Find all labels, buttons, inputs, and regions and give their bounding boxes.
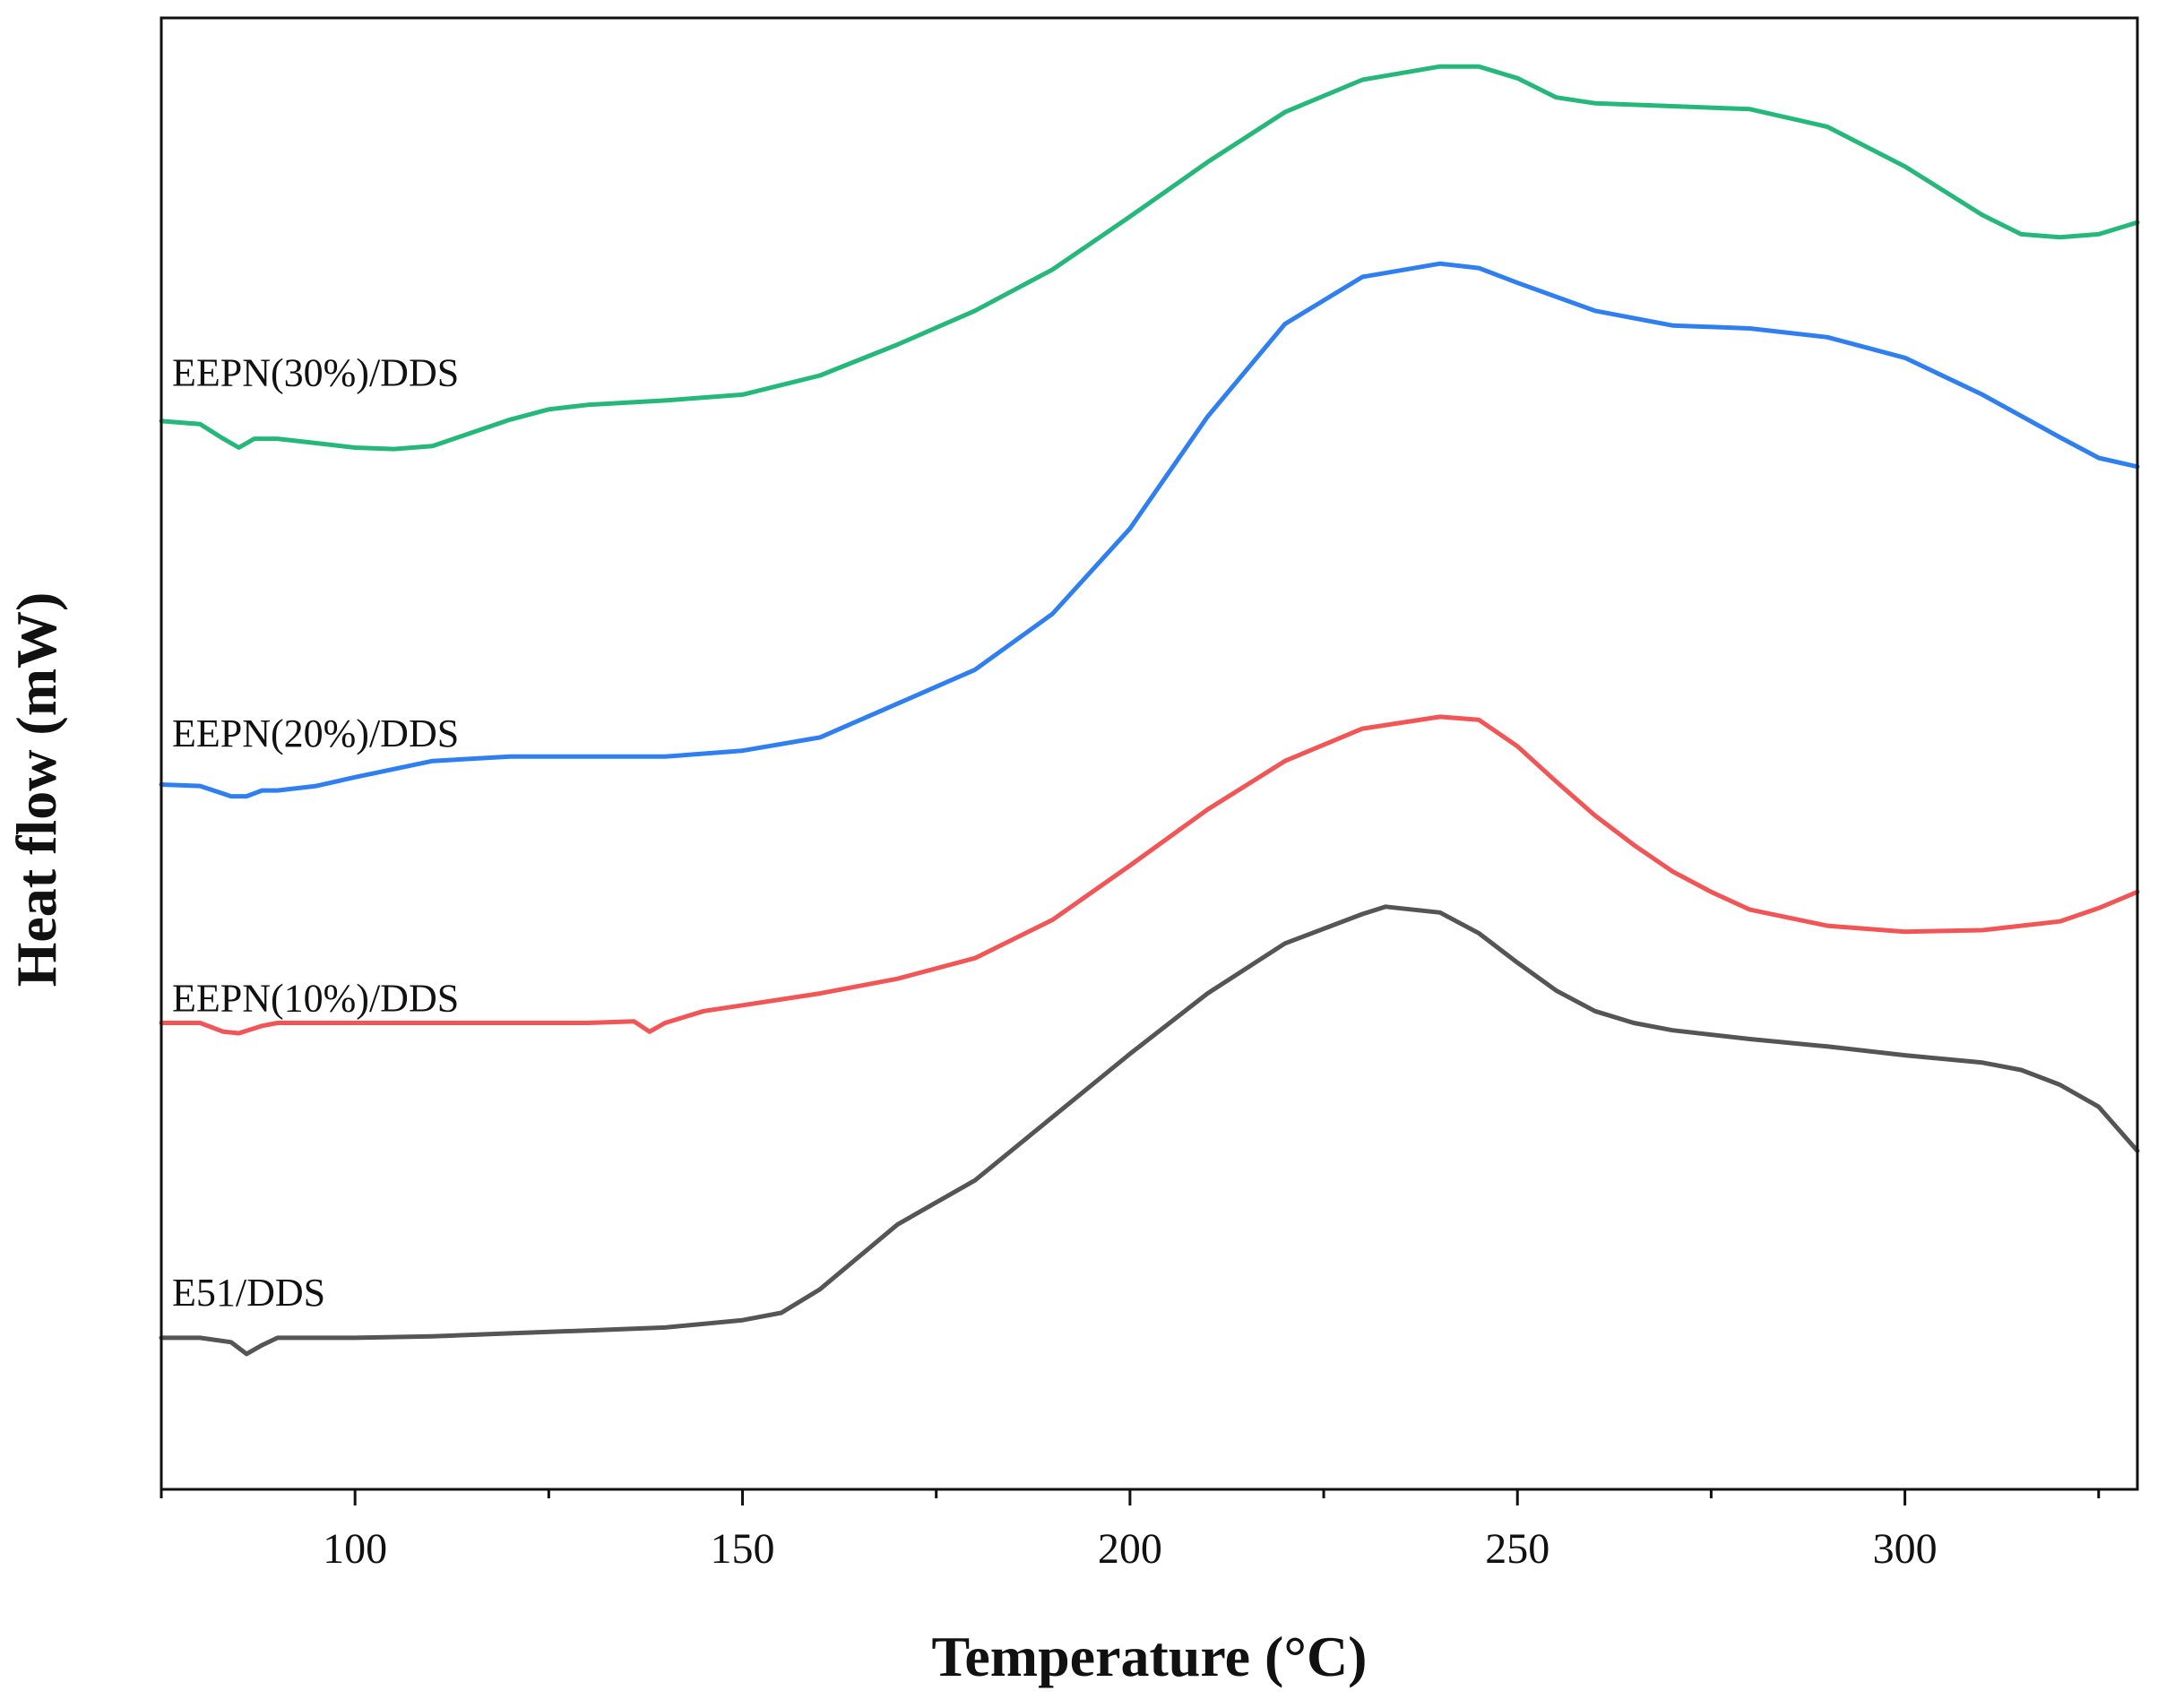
series-line-0 [159,904,2140,1357]
x-axis-title: Temperature (°C) [932,1625,1368,1688]
x-tick-label: 250 [1485,1525,1549,1573]
x-tick-label: 150 [711,1525,775,1573]
series-label-layer: E51/DDS EEPN(10%)/DDS EEPN(20%)/DDS EEPN(30… [172,351,459,1315]
series-line-2 [159,261,2140,799]
x-tick-label: 200 [1098,1525,1162,1573]
x-tick-label: 100 [323,1525,387,1573]
series-line-3 [159,64,2140,452]
x-tick-label: 300 [1873,1525,1938,1573]
series-layer [159,64,2140,1357]
y-axis-title: Heat flow (mW) [4,592,68,988]
plot-frame [160,16,2139,1491]
series-label-0: E51/DDS [172,1271,325,1315]
series-line-1 [159,714,2140,1036]
series-label-3: EEPN(30%)/DDS [172,351,459,395]
series-label-1: EEPN(10%)/DDS [172,976,459,1020]
series-label-2: EEPN(20%)/DDS [172,712,459,755]
x-axis-ticks: 100 150 200 250 300 [160,1489,2101,1573]
